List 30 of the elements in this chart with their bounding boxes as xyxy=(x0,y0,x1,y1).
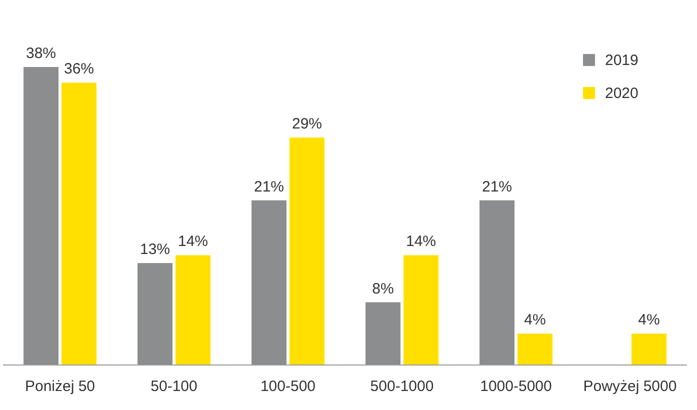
data-label: 4% xyxy=(638,312,660,329)
data-label: 14% xyxy=(178,233,208,250)
bar xyxy=(480,200,514,365)
bar xyxy=(290,138,324,365)
data-label: 14% xyxy=(406,233,436,250)
legend-label: 2020 xyxy=(605,85,638,102)
bar xyxy=(24,67,58,365)
data-label: 21% xyxy=(254,178,284,196)
data-label: 29% xyxy=(292,116,322,133)
bar xyxy=(62,82,96,365)
x-tick-label: Poniżej 50 xyxy=(24,378,96,395)
bar xyxy=(176,255,210,365)
bar xyxy=(404,255,438,365)
data-label: 8% xyxy=(372,280,394,298)
x-tick-label: 1000-5000 xyxy=(480,378,552,395)
x-tick-label: 100-500 xyxy=(260,378,316,395)
data-label: 13% xyxy=(140,241,170,258)
data-label: 38% xyxy=(26,45,56,62)
data-label: 36% xyxy=(64,60,94,78)
data-label: 4% xyxy=(524,312,546,329)
x-tick-label: Powyżej 5000 xyxy=(583,378,677,395)
bar xyxy=(366,302,400,365)
x-tick-label: 500-1000 xyxy=(370,378,434,395)
bar xyxy=(252,200,286,365)
bar xyxy=(518,334,552,365)
data-label: 21% xyxy=(482,178,512,196)
legend-label: 2019 xyxy=(605,52,638,69)
x-tick-label: 50-100 xyxy=(150,378,198,395)
bar xyxy=(138,263,172,365)
bar xyxy=(632,334,666,365)
